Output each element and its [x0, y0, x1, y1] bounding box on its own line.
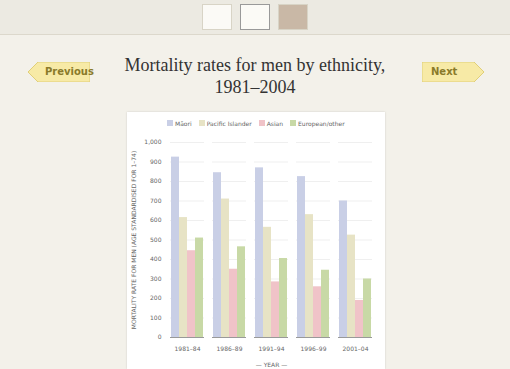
- svg-text:0: 0: [158, 333, 162, 340]
- svg-text:400: 400: [150, 255, 162, 262]
- svg-text:900: 900: [150, 158, 162, 165]
- svg-text:MORTALITY RATE FOR MEN (AGE ST: MORTALITY RATE FOR MEN (AGE STANDARDISED…: [130, 151, 137, 329]
- svg-text:200: 200: [150, 294, 162, 301]
- svg-text:1986–89: 1986–89: [217, 345, 243, 352]
- svg-text:2001–04: 2001–04: [343, 345, 369, 352]
- html-text:Pacific Islander: Pacific Islander: [206, 119, 252, 127]
- html-text:Asian: Asian: [266, 119, 284, 127]
- html-text:Māori: Māori: [175, 119, 192, 127]
- svg-text:600: 600: [150, 216, 162, 223]
- svg-text:1,000: 1,000: [144, 138, 161, 145]
- html-text:Previous: Previous: [45, 66, 94, 77]
- svg-text:500: 500: [150, 236, 162, 243]
- svg-text:800: 800: [150, 177, 162, 184]
- svg-text:1991–94: 1991–94: [259, 345, 285, 352]
- svg-text:300: 300: [150, 275, 162, 282]
- html-text:Next: Next: [431, 66, 458, 77]
- svg-text:700: 700: [150, 197, 162, 204]
- html-text:Mortality rates for men by eth: Mortality rates for men by ethnicity, 19…: [124, 55, 386, 97]
- svg-text:1996–99: 1996–99: [301, 345, 327, 352]
- svg-text:100: 100: [150, 314, 162, 321]
- svg-text:1981–84: 1981–84: [175, 345, 201, 352]
- svg-text:— YEAR —: — YEAR —: [256, 361, 288, 368]
- html-text:European/other: European/other: [298, 119, 345, 127]
